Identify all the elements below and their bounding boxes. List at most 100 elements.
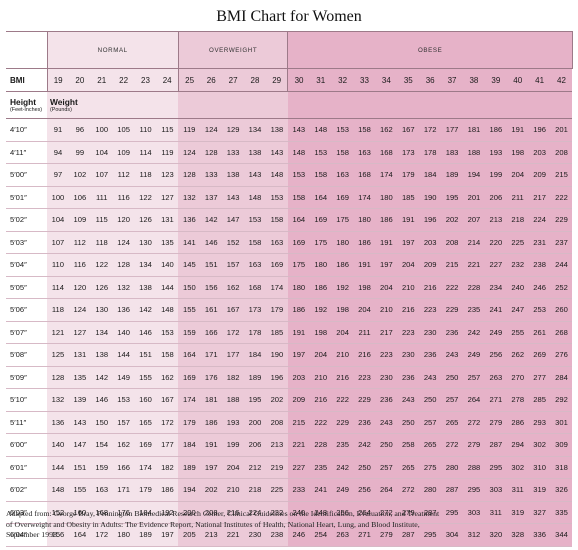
weight-cell: 127 <box>156 186 179 209</box>
weight-cell: 160 <box>68 501 91 524</box>
weight-cell: 162 <box>112 433 135 457</box>
height-cell: 6′01″ <box>6 456 47 479</box>
weight-cell: 206 <box>244 433 266 457</box>
weight-cell: 157 <box>112 411 135 434</box>
weight-cell: 143 <box>222 186 245 209</box>
source-footnote: Adapted from: George Bray, Pennington Bi… <box>6 509 572 541</box>
weight-cell: 229 <box>550 208 573 232</box>
weight-cell: 102 <box>68 163 91 187</box>
weight-cell: 197 <box>200 456 223 479</box>
weight-cell: 153 <box>244 208 266 232</box>
bmi-value: 39 <box>484 68 507 92</box>
weight-cell: 190 <box>265 343 288 367</box>
weight-cell: 192 <box>156 501 179 524</box>
weight-cell: 208 <box>265 411 288 434</box>
weight-cell: 210 <box>222 478 245 502</box>
weight-cell: 204 <box>397 253 420 277</box>
weight-cell: 242 <box>331 456 354 479</box>
weight-cell: 186 <box>375 208 398 232</box>
weight-cell: 128 <box>178 163 201 187</box>
weight-cell: 153 <box>309 141 332 164</box>
weight-cell: 143 <box>68 411 91 434</box>
table-row: 6′02″ 148 155 163 171 179 186 194 202 210 218 225 23… <box>6 478 573 502</box>
bmi-value: 35 <box>397 68 420 92</box>
weight-cell: 164 <box>309 186 332 209</box>
weight-cell: 198 <box>331 298 354 322</box>
weight-cell: 176 <box>200 366 223 389</box>
weight-cell: 147 <box>68 433 91 457</box>
weight-cell: 311 <box>484 501 507 524</box>
weight-cell: 158 <box>353 118 376 142</box>
weight-cell: 191 <box>287 321 310 344</box>
weight-cell: 186 <box>156 478 179 502</box>
weight-cell: 186 <box>200 411 223 434</box>
weight-cell: 257 <box>375 456 398 479</box>
weight-cell: 223 <box>397 321 420 344</box>
weight-cell: 271 <box>484 388 507 412</box>
weight-cell: 230 <box>419 321 442 344</box>
table-row: 5′04″ 110 116 122 128 134 140 145 151 157 163 169 17… <box>6 253 573 277</box>
bmi-value: 30 <box>287 68 310 92</box>
weight-cell: 263 <box>484 366 507 389</box>
weight-cell: 326 <box>550 478 573 502</box>
weight-cell: 256 <box>484 343 507 367</box>
weight-cell: 174 <box>134 456 157 479</box>
weight-cell: 147 <box>222 208 245 232</box>
weight-cell: 191 <box>375 231 398 254</box>
weight-cell: 132 <box>178 186 201 209</box>
weight-cell: 261 <box>528 321 551 344</box>
weight-cell: 335 <box>550 501 573 524</box>
table-row: 5′07″ 121 127 134 140 146 153 159 166 172 178 185 19… <box>6 321 573 344</box>
weight-cell: 241 <box>484 298 507 322</box>
weight-cell: 250 <box>397 411 420 434</box>
weight-cell: 250 <box>419 388 442 412</box>
weight-cell: 189 <box>178 456 201 479</box>
weight-cell: 126 <box>134 208 157 232</box>
weight-cell: 180 <box>375 186 398 209</box>
weight-cell: 213 <box>265 433 288 457</box>
table-row: 5′10″ 132 139 146 153 160 167 174 181 188 195 202 20… <box>6 388 573 412</box>
table-row: 5′08″ 125 131 138 144 151 158 164 171 177 184 190 19… <box>6 343 573 367</box>
height-sub-label: (Feet-Inches) <box>10 106 43 113</box>
bmi-value: 33 <box>353 68 376 92</box>
weight-cell: 240 <box>506 276 529 299</box>
weight-cell: 271 <box>353 523 376 547</box>
footnote-line-1: Adapted from: George Bray, Pennington Bi… <box>6 509 440 518</box>
weight-cell: 105 <box>112 118 135 142</box>
weight-cell: 128 <box>112 253 135 277</box>
weight-cell: 192 <box>331 276 354 299</box>
weight-cell: 174 <box>353 186 376 209</box>
weight-cell: 156 <box>47 523 69 547</box>
weight-cell: 153 <box>287 163 310 187</box>
weight-cell: 229 <box>353 388 376 412</box>
weight-cell: 104 <box>47 208 69 232</box>
weight-cell: 198 <box>353 276 376 299</box>
weight-cell: 204 <box>309 343 332 367</box>
weight-cell: 215 <box>441 253 463 277</box>
weight-cell: 173 <box>397 141 420 164</box>
header-filler-cell <box>441 91 463 119</box>
weight-cell: 120 <box>68 276 91 299</box>
weight-cell: 209 <box>528 163 551 187</box>
weight-cell: 141 <box>178 231 201 254</box>
header-filler-cell <box>244 91 266 119</box>
weight-cell: 91 <box>47 118 69 142</box>
weight-cell: 120 <box>112 208 135 232</box>
weight-cell: 118 <box>90 231 113 254</box>
weight-cell: 257 <box>419 411 442 434</box>
weight-cell: 139 <box>68 388 91 412</box>
height-cell: 6′02″ <box>6 478 47 502</box>
bmi-value: 38 <box>463 68 485 92</box>
weight-cell: 116 <box>112 186 135 209</box>
table-row: 5′06″ 118 124 130 136 142 148 155 161 167 173 179 18… <box>6 298 573 322</box>
weight-cell: 174 <box>265 276 288 299</box>
weight-cell: 265 <box>441 411 463 434</box>
weight-cell: 161 <box>200 298 223 322</box>
weight-cell: 318 <box>550 456 573 479</box>
weight-cell: 171 <box>200 343 223 367</box>
weight-cell: 179 <box>265 298 288 322</box>
height-cell: 4′11″ <box>6 141 47 164</box>
weight-cell: 167 <box>397 118 420 142</box>
header-filler-cell <box>265 91 288 119</box>
weight-cell: 295 <box>441 501 463 524</box>
